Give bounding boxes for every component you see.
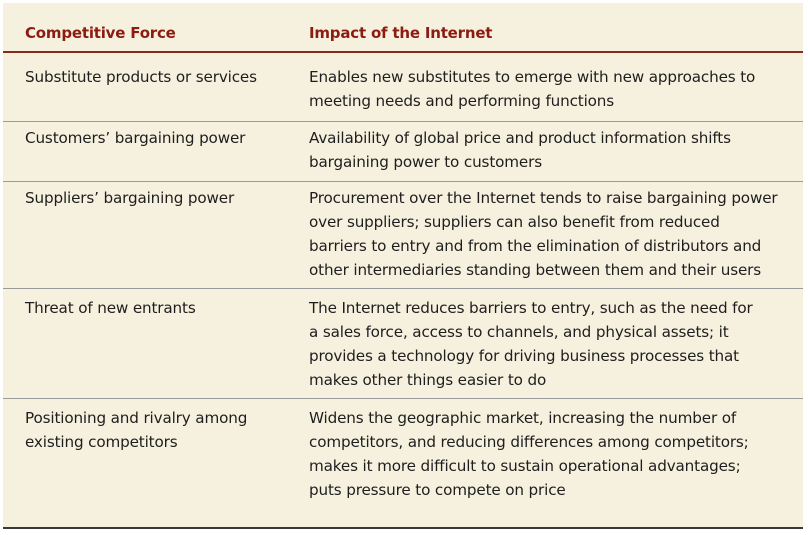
impact-cell: The Internet reduces barriers to entry, …: [309, 296, 789, 392]
table-header: Competitive Force Impact of the Internet: [3, 3, 803, 53]
row-divider: [3, 398, 803, 399]
impact-cell: Enables new substitutes to emerge with n…: [309, 65, 789, 113]
impact-line: over suppliers; suppliers can also benef…: [309, 213, 720, 231]
impact-line: provides a technology for driving busine…: [309, 347, 739, 365]
row-divider: [3, 181, 803, 182]
competitive-forces-table: Competitive Force Impact of the Internet…: [3, 3, 803, 529]
impact-line: meeting needs and performing functions: [309, 92, 615, 110]
force-line: Threat of new entrants: [25, 299, 196, 317]
force-cell: Positioning and rivalry among existing c…: [25, 406, 293, 454]
force-line: Positioning and rivalry among: [25, 409, 248, 427]
row-divider: [3, 121, 803, 122]
impact-line: makes it more difficult to sustain opera…: [309, 457, 741, 475]
impact-line: puts pressure to compete on price: [309, 481, 566, 499]
impact-cell: Availability of global price and product…: [309, 126, 789, 174]
impact-cell: Procurement over the Internet tends to r…: [309, 186, 789, 282]
impact-line: other intermediaries standing between th…: [309, 261, 762, 279]
force-cell: Threat of new entrants: [25, 296, 293, 320]
impact-line: Widens the geographic market, increasing…: [309, 409, 737, 427]
force-cell: Suppliers’ bargaining power: [25, 186, 293, 210]
impact-line: Availability of global price and product…: [309, 129, 731, 147]
row-divider: [3, 288, 803, 289]
force-cell: Customers’ bargaining power: [25, 126, 293, 150]
impact-line: competitors, and reducing differences am…: [309, 433, 749, 451]
impact-line: bargaining power to customers: [309, 153, 542, 171]
impact-line: Enables new substitutes to emerge with n…: [309, 68, 756, 86]
impact-line: barriers to entry and from the eliminati…: [309, 237, 762, 255]
impact-cell: Widens the geographic market, increasing…: [309, 406, 789, 502]
impact-line: The Internet reduces barriers to entry, …: [309, 299, 753, 317]
header-impact-of-internet: Impact of the Internet: [309, 24, 493, 42]
force-cell: Substitute products or services: [25, 65, 293, 89]
impact-line: makes other things easier to do: [309, 371, 547, 389]
force-line: Suppliers’ bargaining power: [25, 189, 235, 207]
header-competitive-force: Competitive Force: [25, 24, 176, 42]
impact-line: Procurement over the Internet tends to r…: [309, 189, 778, 207]
force-line: existing competitors: [25, 433, 178, 451]
impact-line: a sales force, access to channels, and p…: [309, 323, 729, 341]
force-line: Customers’ bargaining power: [25, 129, 246, 147]
force-line: Substitute products or services: [25, 68, 257, 86]
